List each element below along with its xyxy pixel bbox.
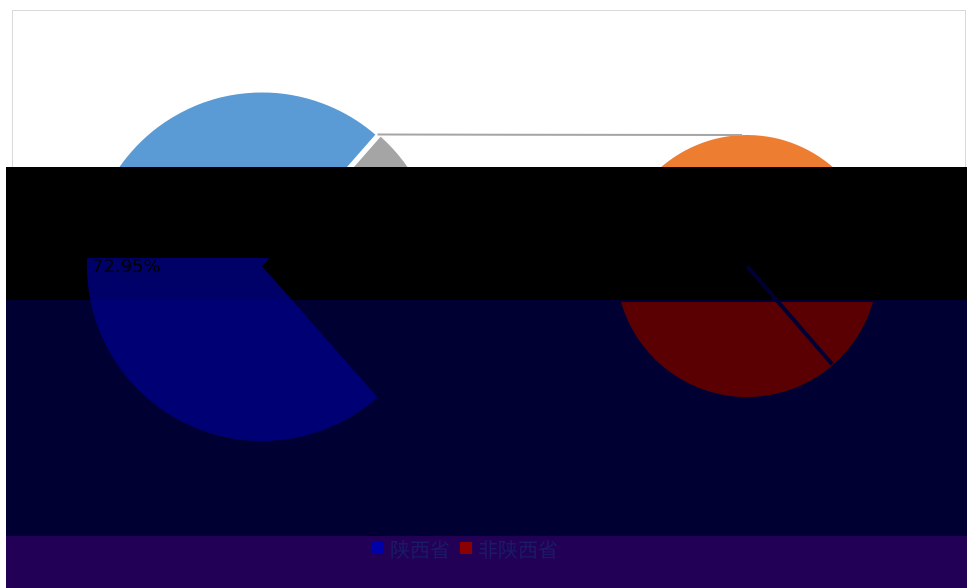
legend-label-shaanxi: 陕西省	[390, 537, 450, 562]
legend-label-non-shaanxi: 非陕西省	[478, 537, 558, 562]
data-label-non-shaanxi: 27.05%	[641, 208, 710, 229]
legend-item-shaanxi[interactable]: 陕西省	[372, 534, 450, 563]
secondary-pie-slice-non-shaanxi[interactable]	[616, 135, 878, 397]
chart-legend: 陕西省 非陕西省	[372, 534, 568, 562]
legend-swatch-shaanxi	[372, 542, 384, 554]
legend-swatch-non-shaanxi	[460, 542, 472, 554]
data-label-shaanxi: 72.95%	[92, 256, 161, 277]
legend-item-non-shaanxi[interactable]: 非陕西省	[460, 534, 558, 563]
